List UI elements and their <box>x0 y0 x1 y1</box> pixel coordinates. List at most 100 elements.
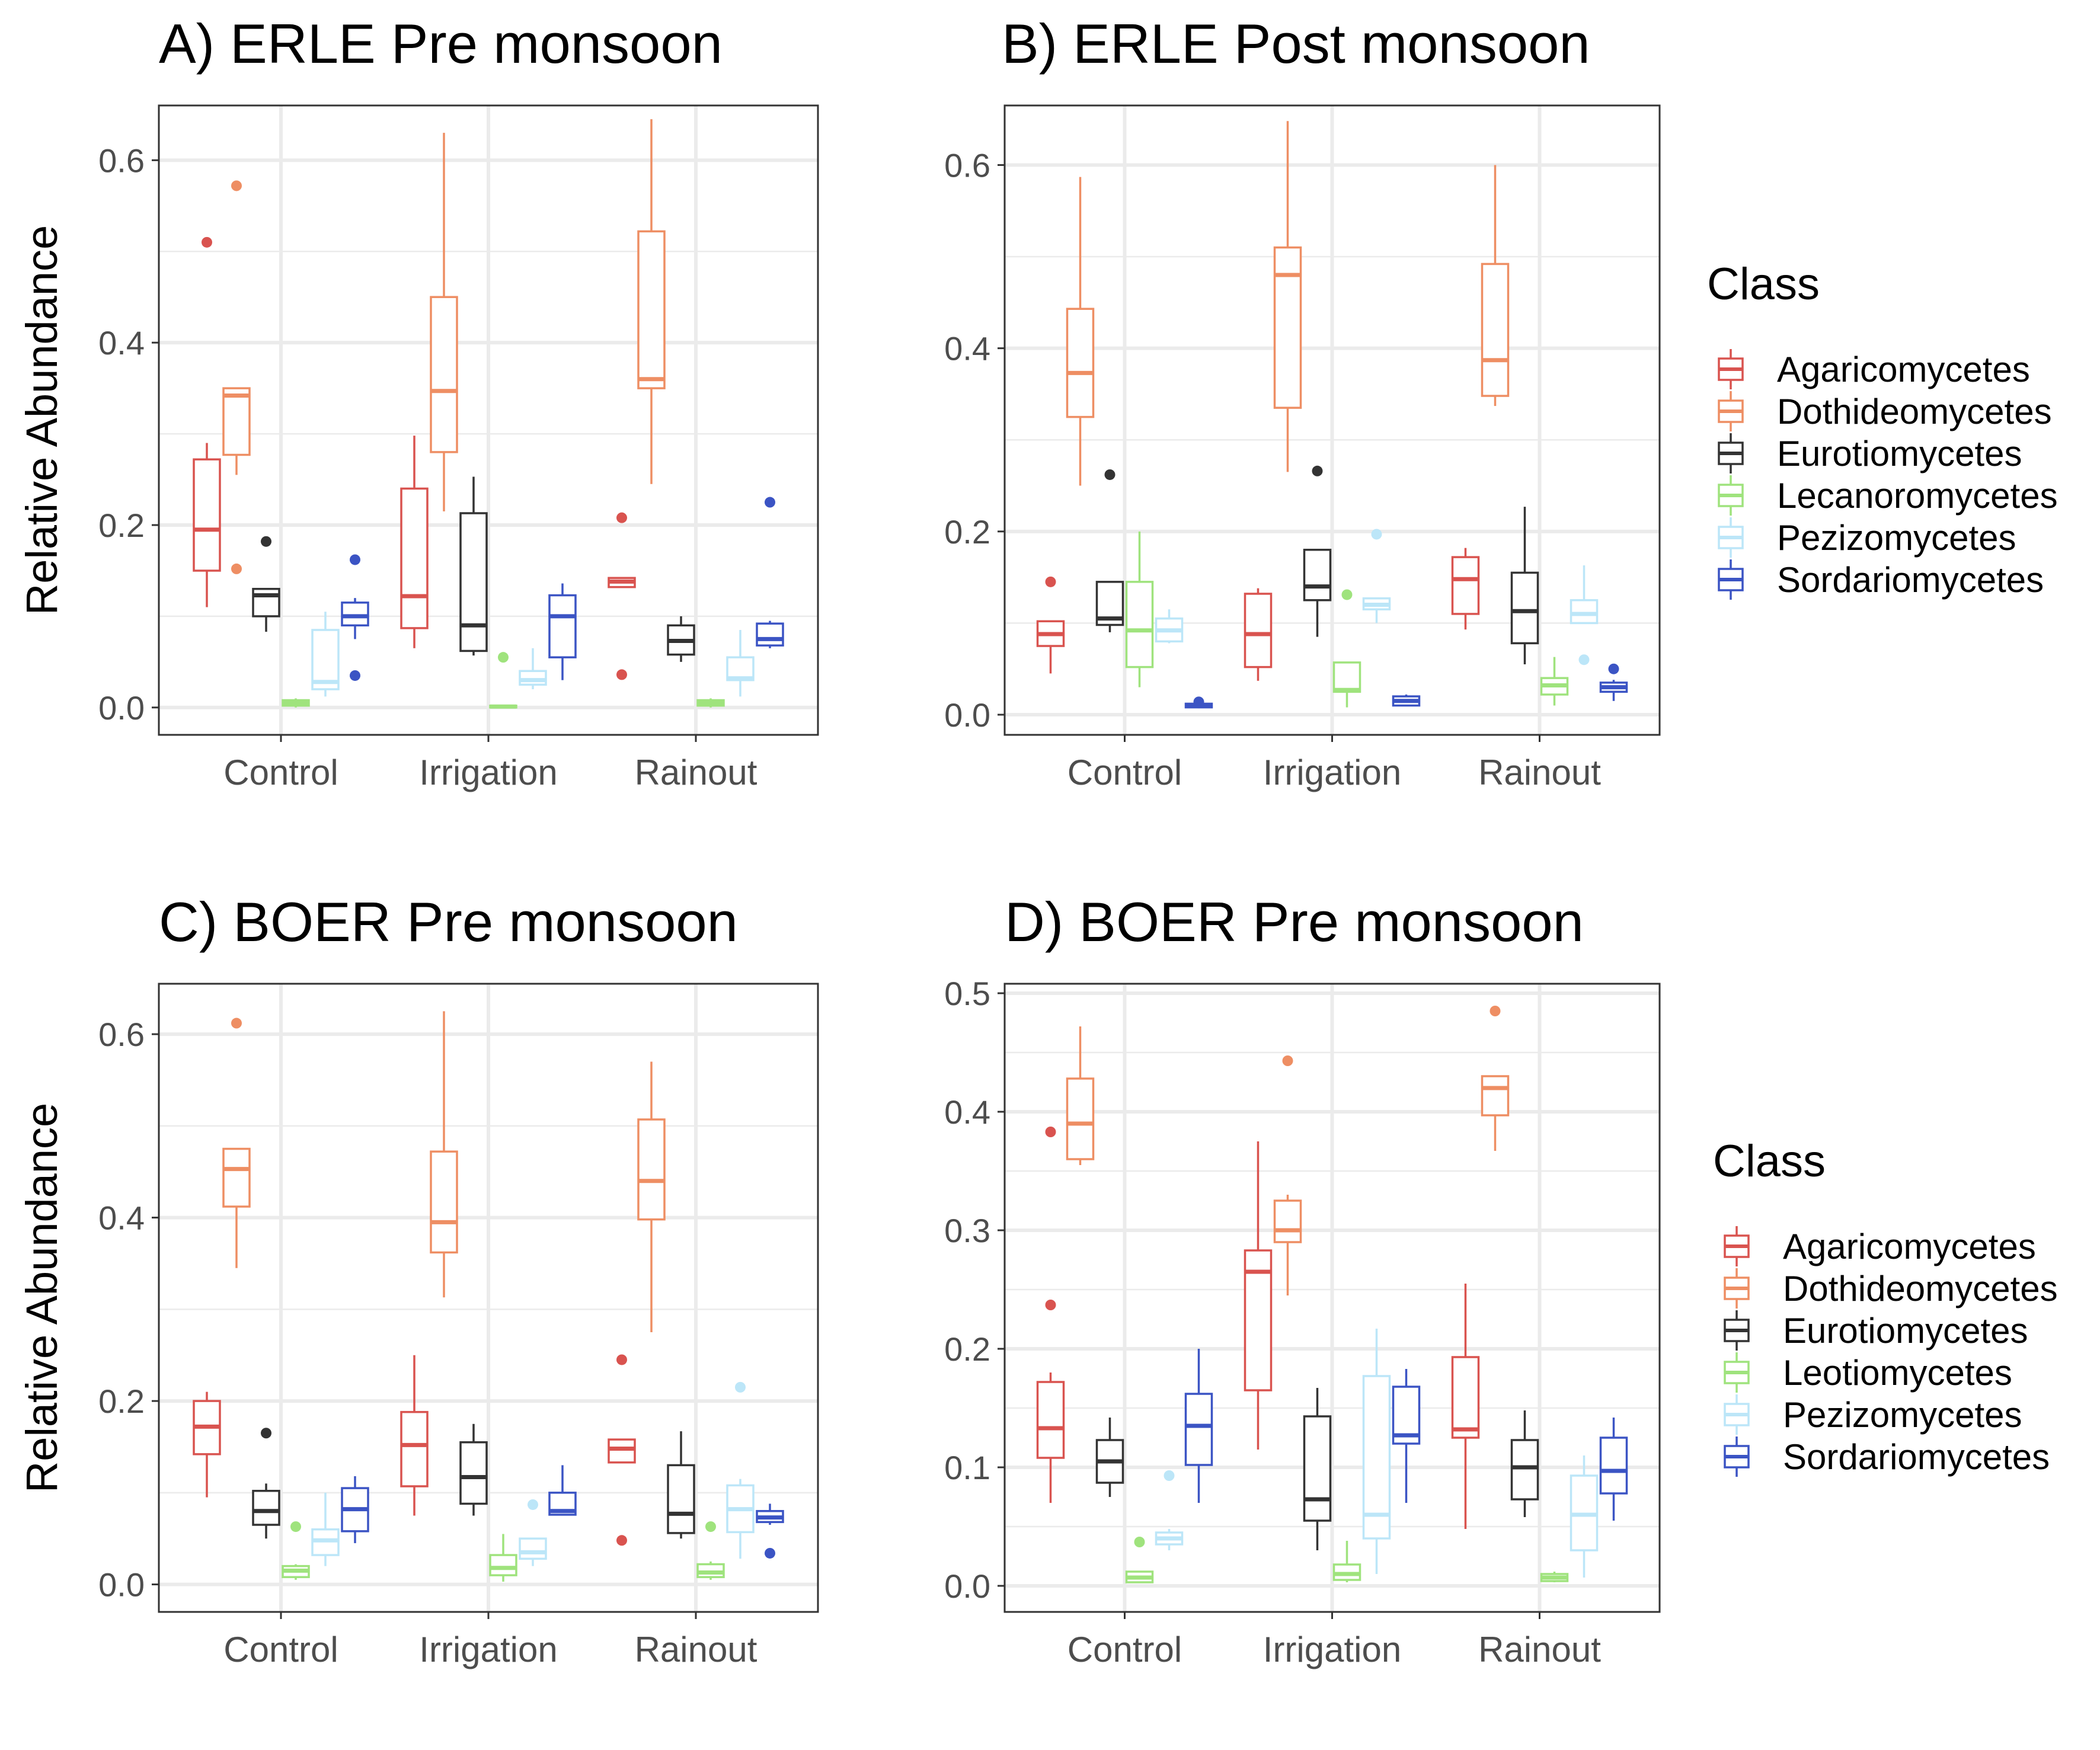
outlier-point <box>735 1381 746 1393</box>
box-sordariomycetes-control <box>341 1476 369 1543</box>
panel-title: A) ERLE Pre monsoon <box>159 12 723 75</box>
box-dothideomycetes-control <box>222 1018 251 1268</box>
outlier-point <box>616 512 627 523</box>
y-tick-label: 0.3 <box>944 1212 990 1249</box>
box-eurotiomycetes-control <box>1095 469 1124 632</box>
legend-key <box>1724 1310 1750 1351</box>
y-tick-label: 0.0 <box>944 1567 990 1605</box>
outlier-point <box>616 669 627 680</box>
outlier-point <box>765 1547 775 1559</box>
box-pezizomycetes-irrigation <box>1362 1329 1391 1574</box>
iqr-box <box>252 1489 280 1526</box>
outlier-point <box>1045 1300 1056 1310</box>
y-tick-label: 0.2 <box>944 1330 990 1368</box>
box-leotiomycetes-irrigation <box>1332 1541 1361 1582</box>
legend-key <box>1724 1394 1750 1435</box>
legend-label: Dothideomycetes <box>1777 392 2052 431</box>
box-pezizomycetes-irrigation <box>519 648 547 690</box>
box-agaricomycetes-rainout <box>1451 548 1480 630</box>
legend-key <box>1718 349 1744 389</box>
x-tick-label: Irrigation <box>419 753 557 792</box>
y-tick-label: 0.0 <box>98 1566 145 1604</box>
box-eurotiomycetes-rainout <box>1510 507 1539 664</box>
box-sordariomycetes-irrigation <box>548 1465 577 1516</box>
y-tick-label: 0.4 <box>944 1093 990 1131</box>
box-eurotiomycetes-irrigation <box>459 1423 488 1516</box>
outlier-point <box>1312 465 1323 476</box>
box-dothideomycetes-control <box>222 180 251 574</box>
box-pezizomycetes-control <box>1155 609 1184 644</box>
box-sordariomycetes-control <box>341 554 369 681</box>
box-agaricomycetes-irrigation <box>1244 588 1273 681</box>
outlier-point <box>1045 1127 1056 1137</box>
iqr-box <box>1066 1077 1095 1160</box>
iqr-box <box>459 1441 488 1505</box>
legend-label: Sordariomycetes <box>1783 1437 2050 1477</box>
y-tick-label: 0.2 <box>98 1383 145 1420</box>
iqr-box <box>1125 581 1154 668</box>
box-agaricomycetes-irrigation <box>400 1355 429 1516</box>
outlier-point <box>1578 654 1590 666</box>
iqr-box <box>756 622 784 647</box>
y-tick-label: 0.4 <box>98 1199 145 1237</box>
outlier-point <box>616 1354 627 1365</box>
outlier-point <box>231 180 242 191</box>
box-eurotiomycetes-rainout <box>1510 1410 1539 1517</box>
box-leotiomycetes-rainout <box>696 1521 725 1580</box>
panel-3: 0.0 0.1 0.2 0.3 0.4 0.5 Control Irrigation Raino… <box>944 891 2057 1669</box>
iqr-box <box>400 1410 429 1487</box>
outlier-point <box>1341 589 1353 600</box>
legend-key <box>1718 391 1744 431</box>
box-dothideomycetes-rainout <box>1481 1006 1510 1151</box>
box-agaricomycetes-rainout <box>608 1354 636 1546</box>
iqr-box <box>1510 571 1539 645</box>
iqr-box <box>1570 599 1599 625</box>
outlier-point <box>1193 696 1204 708</box>
box-lecanoromycetes-irrigation <box>489 652 517 709</box>
iqr-box <box>1362 1375 1391 1540</box>
iqr-box <box>1451 556 1480 615</box>
x-tick-label: Irrigation <box>1263 1630 1401 1669</box>
box-pezizomycetes-irrigation <box>1362 529 1391 623</box>
legend-key <box>1724 1437 1750 1477</box>
legend-title: Class <box>1713 1136 1826 1186</box>
legend-key <box>1718 433 1744 474</box>
outlier-point <box>1104 469 1115 480</box>
panel-title: B) ERLE Post monsoon <box>1002 12 1590 75</box>
box-dothideomycetes-irrigation <box>430 1011 458 1298</box>
iqr-box <box>222 1147 251 1208</box>
y-tick-label: 0.0 <box>98 689 145 727</box>
box-dothideomycetes-rainout <box>1481 165 1510 407</box>
legend-title: Class <box>1707 259 1820 309</box>
x-tick-label: Rainout <box>635 753 757 792</box>
iqr-box <box>1244 593 1273 668</box>
legend: Class AgaricomycetesDothideomycetesEuroti… <box>1707 259 2058 600</box>
box-dothideomycetes-control <box>1066 177 1095 486</box>
outlier-point <box>231 563 242 574</box>
legend-label: Leotiomycetes <box>1783 1353 2012 1393</box>
outlier-point <box>1490 1006 1501 1016</box>
box-dothideomycetes-irrigation <box>430 133 458 511</box>
y-axis-label: Relative Abundance <box>17 225 66 615</box>
outlier-point <box>1134 1537 1145 1547</box>
y-tick-label: 0.2 <box>98 507 145 544</box>
iqr-box <box>222 387 251 456</box>
y-tick-label: 0.1 <box>944 1449 990 1486</box>
box-eurotiomycetes-control <box>252 1428 280 1539</box>
iqr-box <box>489 1554 517 1576</box>
outlier-point <box>1371 529 1382 540</box>
iqr-box <box>637 1118 666 1221</box>
iqr-box <box>1303 1415 1332 1522</box>
panel-border <box>1003 104 1661 736</box>
y-tick-label: 0.4 <box>944 330 990 367</box>
y-tick-label: 0.4 <box>98 324 145 361</box>
iqr-box <box>519 1537 547 1560</box>
box-lecanoromycetes-control <box>1125 531 1154 687</box>
iqr-box <box>548 594 577 658</box>
box-sordariomycetes-rainout <box>756 497 784 648</box>
panel-border <box>158 983 819 1613</box>
outlier-point <box>202 236 212 248</box>
x-tick-label: Irrigation <box>419 1630 557 1669</box>
box-pezizomycetes-rainout <box>726 630 755 697</box>
